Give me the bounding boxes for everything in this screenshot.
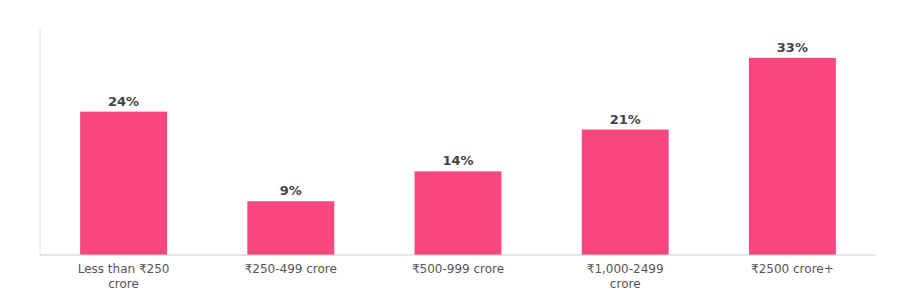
y-axis-line [40, 28, 41, 255]
data-label: 21% [610, 112, 641, 127]
x-tick-label: Less than ₹250crore [78, 262, 170, 291]
bar [247, 201, 334, 255]
bars [80, 58, 836, 255]
chart-container: 24% 9% 14% 21% 33% Less than ₹250crore ₹250-49… [0, 0, 900, 307]
data-label: 24% [108, 94, 139, 109]
data-label: 9% [280, 183, 302, 198]
bar [582, 130, 669, 255]
bar [80, 112, 167, 255]
x-tick-label: ₹2500 crore+ [751, 262, 834, 276]
x-tick-label: ₹500-999 crore [412, 262, 504, 276]
bar [415, 171, 502, 255]
data-label: 14% [442, 153, 473, 168]
x-axis-line [40, 255, 876, 256]
chart: 24% 9% 14% 21% 33% Less than ₹250crore ₹250-49… [0, 0, 900, 307]
x-tick-label: ₹250-499 crore [245, 262, 337, 276]
bar [749, 58, 836, 255]
data-label: 33% [777, 40, 808, 55]
x-tick-label: ₹1,000-2499crore [587, 262, 664, 291]
